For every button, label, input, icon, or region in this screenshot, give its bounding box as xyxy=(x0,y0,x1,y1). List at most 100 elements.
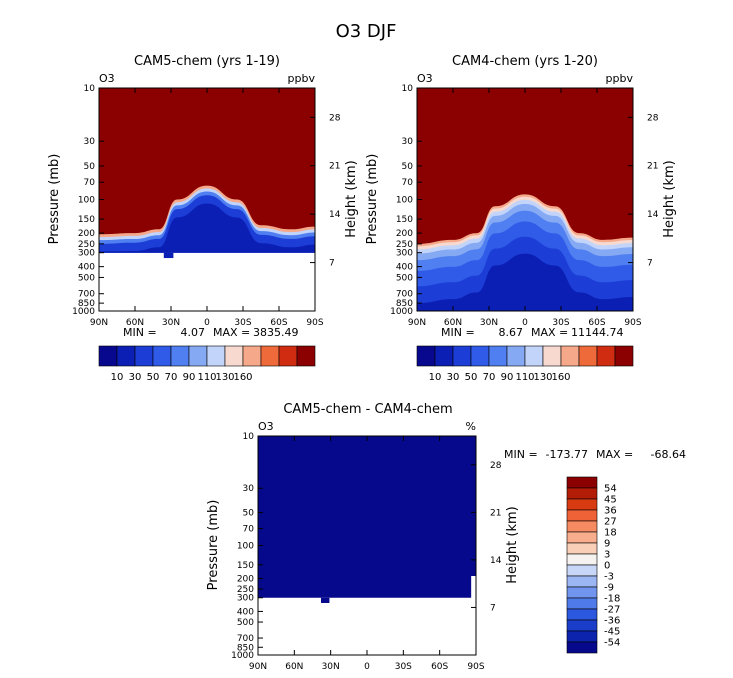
panel-cam4-colorbar-box xyxy=(614,345,634,367)
panel-diff-x-tick-label: 30N xyxy=(322,662,340,672)
panel-diff-max-value: -68.64 xyxy=(651,448,686,461)
panel-cam4-x-tick-label: 30N xyxy=(480,318,498,328)
panel-cam4-min-value: 8.67 xyxy=(499,326,524,339)
panel-cam4-plot xyxy=(416,87,634,312)
panel-diff-colorbar-label: 27 xyxy=(604,517,617,528)
panel-cam5-missing-block xyxy=(163,252,174,259)
panel-diff-y-tick-label: 850 xyxy=(237,643,254,653)
panel-cam5-colorbar-label: 50 xyxy=(147,372,160,383)
panel-diff-x-tick-label: 60S xyxy=(431,662,448,672)
panel-cam4-y-tick-label: 70 xyxy=(402,178,414,188)
panel-diff-y-tick-label: 50 xyxy=(243,509,255,519)
panel-diff-colorbar-box xyxy=(566,641,598,654)
panel-cam4-colorbar-box xyxy=(488,345,508,367)
panel-diff-x-tick-label: 30S xyxy=(395,662,412,672)
panel-cam5-min-label: MIN = xyxy=(123,326,157,339)
panel-cam4-x-tick-label: 60N xyxy=(444,318,462,328)
panel-diff-colorbar-box xyxy=(566,586,598,599)
panel-cam4-y-tick-label: 150 xyxy=(396,215,413,225)
panel-diff-y-tick-label: 10 xyxy=(243,432,255,442)
panel-diff-y-tick-label: 400 xyxy=(237,607,254,617)
panel-diff-colorbar-label: -3 xyxy=(604,572,614,583)
panel-cam5-x-tick-label: 90S xyxy=(306,318,323,328)
panel-diff-y-tick-label: 100 xyxy=(237,542,254,552)
panel-cam4-y-tick-label: 250 xyxy=(396,240,413,250)
panel-cam5-colorbar-box xyxy=(152,345,172,367)
panel-diff-colorbar-label: 54 xyxy=(604,484,617,495)
panel-cam4-colorbar-box xyxy=(452,345,472,367)
panel-cam4: CAM4-chem (yrs 1-20) O3 ppbv Pressure (m… xyxy=(365,54,677,383)
panel-cam5-x-tick-label: 60S xyxy=(270,318,287,328)
panel-cam4-contour-band-0 xyxy=(417,253,633,311)
panel-cam4-colorbar-box xyxy=(560,345,580,367)
panel-diff-y-right-tick-label: 7 xyxy=(490,603,496,613)
panel-cam4-y-tick-label: 200 xyxy=(396,229,413,239)
panel-cam5-colorbar-box xyxy=(242,345,262,367)
panel-cam5-x-tick-label: 30S xyxy=(234,318,251,328)
panel-diff-colorbar-label: 9 xyxy=(604,539,610,550)
panel-cam5-plot xyxy=(98,87,316,312)
panel-diff-y-tick-label: 500 xyxy=(237,618,254,628)
panel-diff-colorbar-label: -54 xyxy=(604,638,620,649)
panel-cam5-colorbar-box xyxy=(260,345,280,367)
panel-diff-title: CAM5-chem - CAM4-chem xyxy=(283,402,452,417)
panel-cam4-colorbar-label: 110 xyxy=(515,372,534,383)
panel-cam5-contour-band-1 xyxy=(99,203,315,253)
panel-cam5-y-tick-label: 30 xyxy=(84,137,96,147)
panel-diff-colorbar-box xyxy=(566,476,598,489)
panel-cam5-y-tick-label: 300 xyxy=(78,249,95,259)
panel-cam5-colorbar-box xyxy=(188,345,208,367)
panel-cam5-x-tick-label: 60N xyxy=(126,318,144,328)
panel-cam4-colorbar-label: 160 xyxy=(551,372,570,383)
panel-cam5-colorbar-label: 30 xyxy=(129,372,142,383)
panel-diff-y-tick-label: 250 xyxy=(237,585,254,595)
panel-cam5-y-tick-label: 700 xyxy=(78,290,95,300)
panel-cam4-y-tick-label: 500 xyxy=(396,273,413,283)
panel-cam5: CAM5-chem (yrs 1-19) O3 ppbv Pressure (m… xyxy=(47,54,359,383)
panel-cam4-y-tick-label: 50 xyxy=(402,162,414,172)
panel-cam5-y-tick-label: 1000 xyxy=(72,307,95,317)
panel-cam5-colorbar-box xyxy=(206,345,226,367)
panel-diff-colorbar-label: -27 xyxy=(604,605,620,616)
panel-cam5-y-tick-label: 70 xyxy=(84,178,96,188)
panel-cam5-colorbar-box xyxy=(224,345,244,367)
panel-cam5-y-tick-label: 250 xyxy=(78,240,95,250)
panel-cam4-y-tick-label: 300 xyxy=(396,249,413,259)
panel-cam4-y-right-tick-label: 21 xyxy=(647,162,658,172)
panel-diff-x-tick-label: 60N xyxy=(285,662,303,672)
panel-cam5-colorbar-label: 10 xyxy=(111,372,124,383)
panel-cam4-y-right-tick-label: 28 xyxy=(647,113,659,123)
panel-cam4-y-tick-label: 1000 xyxy=(390,307,413,317)
panel-cam4-y-right-tick-label: 14 xyxy=(647,210,659,220)
panel-cam4-y-tick-label: 850 xyxy=(396,299,413,309)
panel-cam4-x-tick-label: 90N xyxy=(408,318,426,328)
panel-cam5-min-value: 4.07 xyxy=(181,326,206,339)
panel-diff-min-label: MIN = xyxy=(504,448,538,461)
panel-cam4-ylabel: Pressure (mb) xyxy=(365,154,380,245)
panel-diff-colorbar-label: -18 xyxy=(604,594,620,605)
panel-cam5-y-right-tick-label: 21 xyxy=(329,162,340,172)
panel-cam4-colorbar-box xyxy=(596,345,616,367)
panel-cam4-x-tick-label: 90S xyxy=(624,318,641,328)
panel-diff-y-tick-label: 30 xyxy=(243,484,255,494)
panel-diff-y-tick-label: 1000 xyxy=(231,651,254,661)
panel-diff-colorbar-box xyxy=(566,498,598,511)
panel-cam5-y-tick-label: 50 xyxy=(84,162,96,172)
panel-cam5-colorbar-label: 130 xyxy=(215,372,234,383)
panel-cam5-y-right-tick-label: 14 xyxy=(329,210,341,220)
panel-cam4-max-value: 11144.74 xyxy=(571,326,624,339)
panel-diff-colorbar-label: -36 xyxy=(604,616,620,627)
panel-cam5-colorbar-box xyxy=(170,345,190,367)
panel-cam5-ylabel: Pressure (mb) xyxy=(47,154,62,245)
panel-cam4-max-label: MAX = xyxy=(531,326,568,339)
panel-cam4-y-tick-label: 10 xyxy=(402,84,414,94)
panel-cam4-y-tick-label: 100 xyxy=(396,196,413,206)
panel-cam4-x-tick-label: 60S xyxy=(588,318,605,328)
panel-diff-colorbar-label: 45 xyxy=(604,495,617,506)
panel-cam4-colorbar-box xyxy=(416,345,436,367)
panel-diff-x-tick-label: 0 xyxy=(364,662,370,672)
panel-diff-plot xyxy=(257,435,477,656)
